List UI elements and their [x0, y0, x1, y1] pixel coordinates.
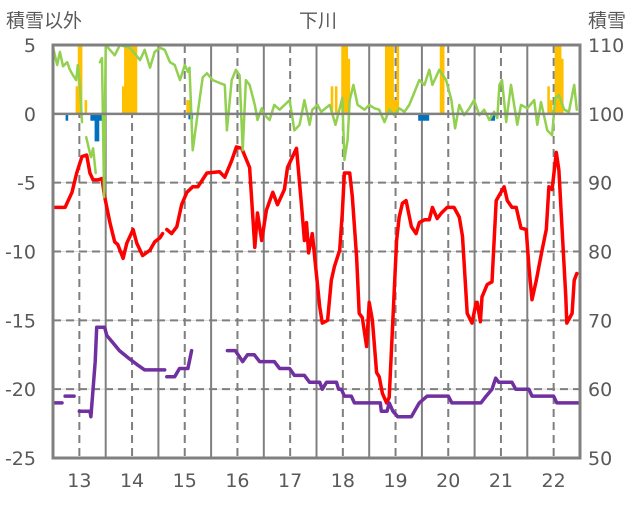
blue-bar [418, 113, 421, 121]
orange-bar [121, 86, 125, 114]
orange-bar [188, 100, 191, 114]
y-right-tick-label: 50 [588, 448, 612, 470]
y-left-tick-label: -25 [5, 448, 36, 470]
purple-line [53, 325, 580, 419]
y-left-tick-label: -20 [5, 379, 36, 401]
x-tick-label: 13 [67, 470, 91, 492]
x-tick-label: 17 [278, 470, 302, 492]
x-tick-label: 21 [489, 470, 513, 492]
plot-border [51, 43, 582, 460]
orange-bar [547, 86, 550, 114]
x-tick-label: 16 [225, 470, 249, 492]
blue-bar [92, 113, 96, 121]
blue-bar [492, 113, 496, 121]
y-right-tick-label: 70 [588, 310, 612, 332]
y-right-tick-label: 90 [588, 173, 612, 195]
orange-bar [126, 45, 129, 114]
y-left-tick-label: 5 [24, 35, 36, 57]
blue-bar [188, 113, 191, 120]
x-tick-label: 14 [120, 470, 144, 492]
orange-bar [556, 45, 560, 114]
x-tick-label: 20 [436, 470, 460, 492]
green-line [53, 45, 579, 199]
y-right-tick-label: 100 [588, 104, 624, 126]
y-right-tick-label: 110 [588, 35, 624, 57]
orange-bar [554, 45, 558, 114]
orange-bar [75, 86, 79, 114]
left-axis-title: 積雪以外 [6, 10, 82, 32]
orange-bar [393, 100, 396, 114]
y-left-tick-label: -10 [5, 242, 36, 264]
plot-frame [51, 43, 582, 460]
x-tick-label: 19 [383, 470, 407, 492]
orange-bar [84, 100, 88, 114]
right-axis-title: 積雪 [588, 10, 626, 32]
orange-bar [124, 45, 127, 114]
x-tick-label: 22 [542, 470, 566, 492]
orange-bar [134, 45, 138, 114]
orange-bar [345, 45, 349, 114]
blue-bar [422, 113, 425, 121]
blue-bar [90, 113, 93, 121]
orange-bar [186, 100, 189, 114]
orange-bar [439, 45, 443, 114]
orange-bar [549, 100, 553, 114]
chart-title: 下川 [299, 10, 337, 32]
blue-bar [96, 113, 100, 142]
red-line [53, 145, 579, 405]
orange-bar [384, 45, 388, 114]
orange-bar [341, 45, 344, 114]
y-left-tick-label: -5 [17, 173, 36, 195]
orange-bar [396, 45, 400, 114]
y-left-tick-label: -15 [5, 310, 36, 332]
orange-bar [391, 45, 394, 114]
y-right-tick-label: 60 [588, 379, 612, 401]
blue-bar [94, 113, 98, 142]
orange-bar [347, 58, 351, 114]
orange-bar [130, 45, 134, 114]
blue-bar [424, 113, 428, 121]
blue-bar [426, 113, 430, 121]
blue-bar [420, 113, 423, 121]
y-left-tick-label: 0 [24, 104, 36, 126]
blue-bar [65, 113, 69, 121]
x-tick-label: 15 [173, 470, 197, 492]
orange-bar [132, 45, 136, 114]
orange-bar [387, 45, 390, 114]
series-lines [53, 45, 580, 419]
orange-bar [343, 45, 346, 114]
orange-bar [330, 86, 334, 114]
orange-bar [128, 45, 131, 114]
orange-bar [558, 45, 562, 114]
x-tick-label: 18 [331, 470, 355, 492]
orange-bar [389, 45, 392, 114]
orange-bar [79, 45, 83, 114]
y-right-tick-label: 80 [588, 242, 612, 264]
orange-bar [560, 58, 564, 114]
orange-bar [441, 45, 445, 114]
blue-bar [98, 113, 102, 121]
orange-bar [334, 86, 338, 114]
